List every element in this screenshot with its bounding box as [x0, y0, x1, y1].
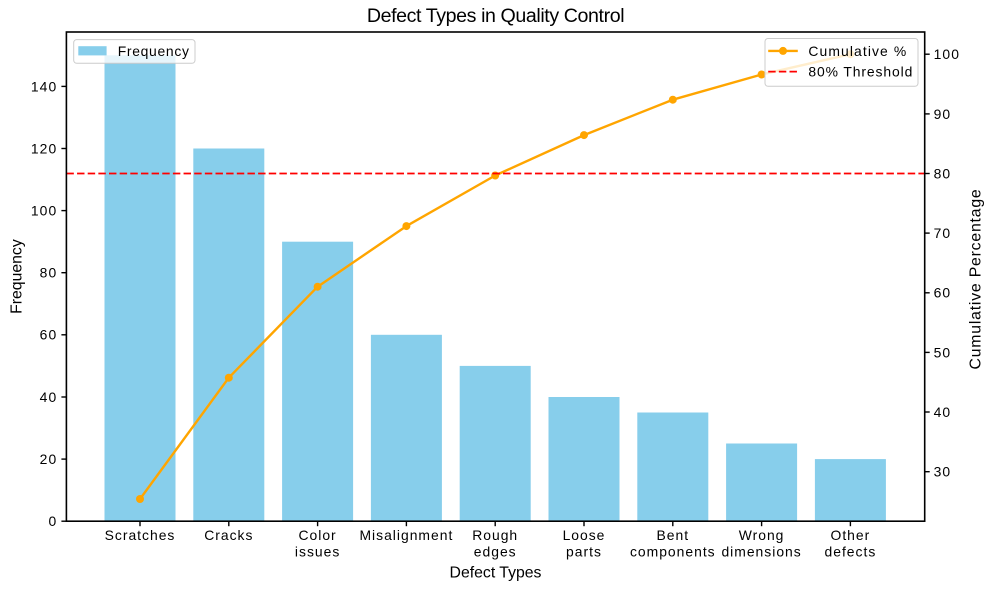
svg-text:issues: issues [295, 544, 340, 560]
svg-text:120: 120 [31, 140, 57, 156]
svg-text:70: 70 [934, 225, 952, 241]
svg-text:components: components [630, 544, 716, 560]
svg-text:Cumulative Percentage: Cumulative Percentage [968, 188, 985, 369]
svg-text:Defect Types: Defect Types [450, 564, 542, 581]
svg-text:Rough: Rough [472, 527, 518, 543]
svg-text:100: 100 [31, 203, 57, 219]
svg-text:60: 60 [934, 285, 952, 301]
svg-text:Other: Other [831, 527, 871, 543]
svg-text:Frequency: Frequency [9, 239, 26, 314]
svg-text:50: 50 [934, 344, 952, 360]
svg-text:100: 100 [934, 46, 960, 62]
svg-text:Color: Color [298, 527, 336, 543]
svg-text:40: 40 [934, 404, 952, 420]
svg-text:0: 0 [48, 513, 57, 529]
svg-text:80% Threshold: 80% Threshold [808, 64, 913, 80]
svg-text:Loose: Loose [563, 527, 606, 543]
svg-text:Cracks: Cracks [204, 527, 253, 543]
svg-text:Wrong: Wrong [739, 527, 785, 543]
svg-text:Cumulative %: Cumulative % [808, 43, 907, 59]
svg-text:Misalignment: Misalignment [359, 527, 453, 543]
svg-text:60: 60 [40, 327, 58, 343]
svg-text:140: 140 [31, 78, 57, 94]
svg-text:Scratches: Scratches [105, 527, 176, 543]
svg-text:Frequency: Frequency [118, 43, 190, 59]
svg-text:dimensions: dimensions [721, 544, 801, 560]
svg-text:edges: edges [474, 544, 517, 560]
svg-text:40: 40 [40, 389, 58, 405]
svg-text:90: 90 [934, 106, 952, 122]
svg-text:defects: defects [825, 544, 877, 560]
svg-text:parts: parts [566, 544, 602, 560]
svg-text:Bent: Bent [657, 527, 690, 543]
svg-text:80: 80 [40, 265, 58, 281]
svg-text:80: 80 [934, 165, 952, 181]
svg-text:20: 20 [40, 451, 58, 467]
svg-text:30: 30 [934, 464, 952, 480]
svg-text:Defect Types in Quality Contro: Defect Types in Quality Control [367, 5, 624, 27]
